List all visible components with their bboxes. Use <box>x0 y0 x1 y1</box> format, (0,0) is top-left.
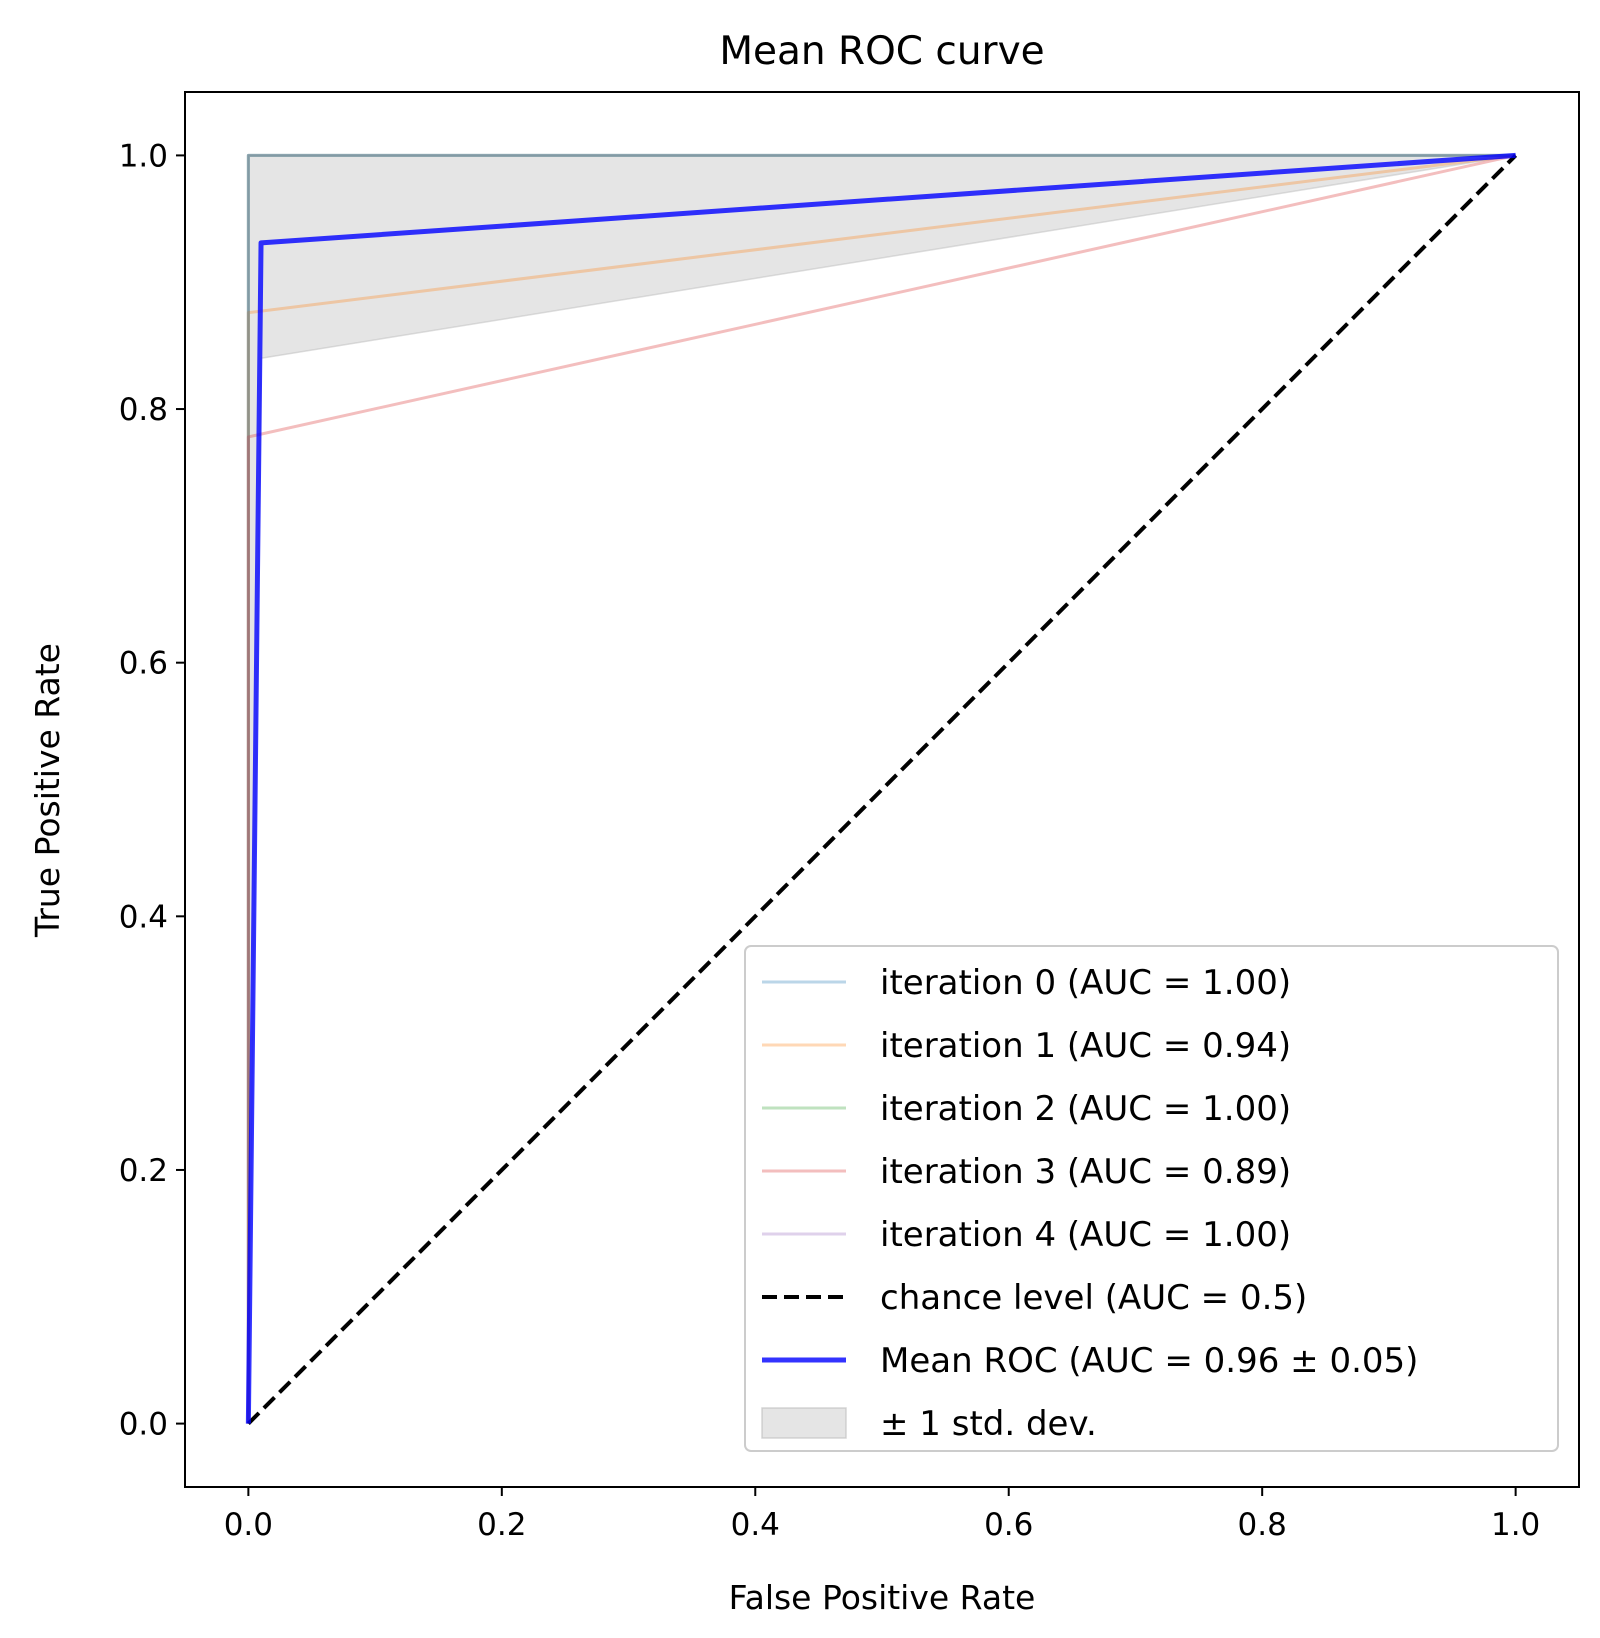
series-line-1 <box>246 153 1516 1424</box>
x-tick-label: 1.0 <box>1491 1507 1540 1543</box>
legend-box <box>744 945 1559 1452</box>
y-tick-label: 0.0 <box>119 1407 168 1443</box>
x-axis-label: False Positive Rate <box>729 1578 1036 1617</box>
legend-label-5: chance level (AUC = 0.5) <box>880 1278 1307 1318</box>
y-tick-label: 0.2 <box>119 1153 168 1189</box>
series-line-3 <box>246 153 1516 1424</box>
legend-label-1: iteration 1 (AUC = 0.94) <box>880 1026 1291 1066</box>
series-line-6 <box>245 152 1516 1424</box>
series-line-2 <box>246 153 1516 1424</box>
legend-swatch-std-band <box>761 1407 847 1439</box>
series-line-4 <box>246 153 1516 1424</box>
y-tick-label: 0.8 <box>119 392 168 428</box>
legend-label-2: iteration 2 (AUC = 1.00) <box>880 1089 1291 1129</box>
y-axis-label: True Positive Rate <box>28 643 67 938</box>
y-tick-label: 0.4 <box>119 899 168 935</box>
x-tick-label: 0.0 <box>224 1507 273 1543</box>
legend: iteration 0 (AUC = 1.00) iteration 1 (AUC… <box>744 945 1559 1452</box>
y-tick-label: 0.6 <box>119 646 168 682</box>
x-tick-label: 0.8 <box>1238 1507 1287 1543</box>
y-tick-label: 1.0 <box>119 138 168 174</box>
series-line-5 <box>246 153 1518 1426</box>
series-line-0 <box>246 153 1516 1424</box>
plot-frame <box>184 91 1580 1488</box>
legend-label-0: iteration 0 (AUC = 1.00) <box>880 963 1291 1003</box>
legend-label-3: iteration 3 (AUC = 0.89) <box>880 1152 1291 1192</box>
chart-title: Mean ROC curve <box>719 29 1044 74</box>
legend-label-6: Mean ROC (AUC = 0.96 ± 0.05) <box>880 1341 1418 1381</box>
legend-label-std-band: ± 1 std. dev. <box>880 1404 1097 1444</box>
x-tick-label: 0.4 <box>731 1507 780 1543</box>
x-tick-label: 0.2 <box>477 1507 526 1543</box>
x-tick-label: 0.6 <box>984 1507 1033 1543</box>
legend-label-4: iteration 4 (AUC = 1.00) <box>880 1215 1291 1255</box>
